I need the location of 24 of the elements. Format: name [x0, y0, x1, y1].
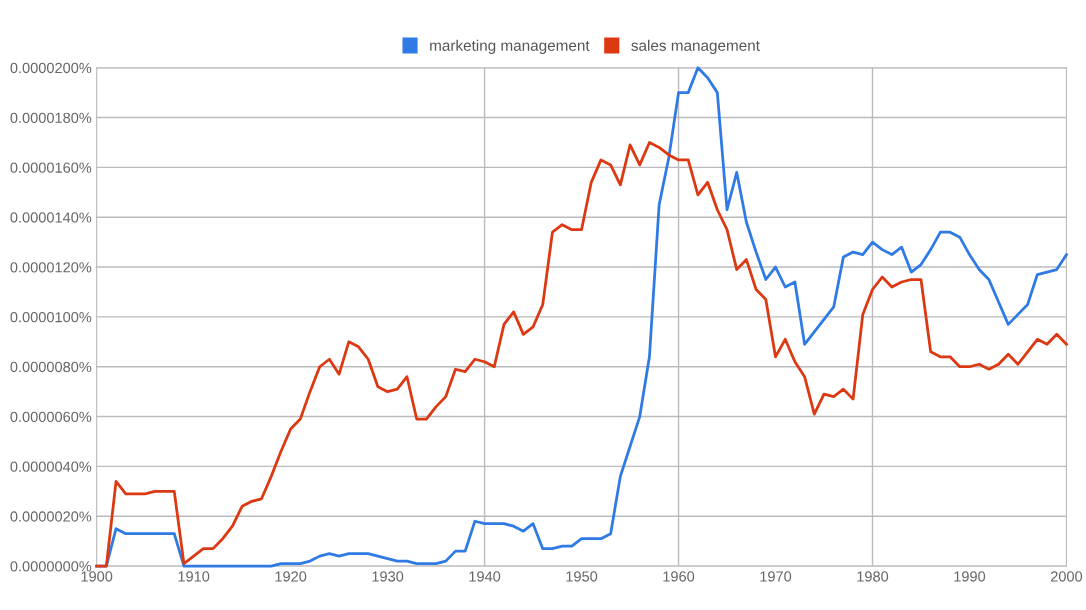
y-tick-label: 0.0000120% — [10, 262, 92, 273]
y-tick-label: 0.0000080% — [10, 361, 92, 373]
y-tick-label: 0.0000020% — [10, 511, 92, 522]
y-tick-label: 0.0000040% — [10, 461, 92, 472]
legend-label: sales management — [631, 39, 760, 54]
y-tick-label: 0.0000060% — [10, 411, 92, 422]
y-tick-label: 0.0000100% — [10, 312, 92, 323]
x-tick-label: 1930 — [372, 571, 404, 582]
legend-label: marketing management — [430, 39, 590, 54]
x-tick-label: 1920 — [275, 571, 307, 582]
x-tick-label: 1950 — [566, 571, 598, 582]
x-tick-label: 1980 — [857, 571, 889, 582]
y-tick-label: 0.0000180% — [10, 112, 92, 123]
x-tick-label: 1960 — [663, 571, 695, 582]
y-tick-label: 0.0000160% — [10, 162, 92, 173]
y-tick-label: 0.0000140% — [10, 212, 92, 223]
y-tick-label: 0.0000000% — [10, 561, 92, 572]
x-tick-label: 2000 — [1050, 571, 1083, 582]
x-tick-label: 1900 — [81, 571, 113, 582]
x-tick-label: 1970 — [760, 571, 792, 582]
x-tick-label: 1910 — [178, 571, 210, 582]
x-tick-label: 1990 — [954, 571, 986, 582]
x-tick-label: 1940 — [469, 571, 501, 582]
y-tick-label: 0.0000200% — [10, 62, 92, 74]
